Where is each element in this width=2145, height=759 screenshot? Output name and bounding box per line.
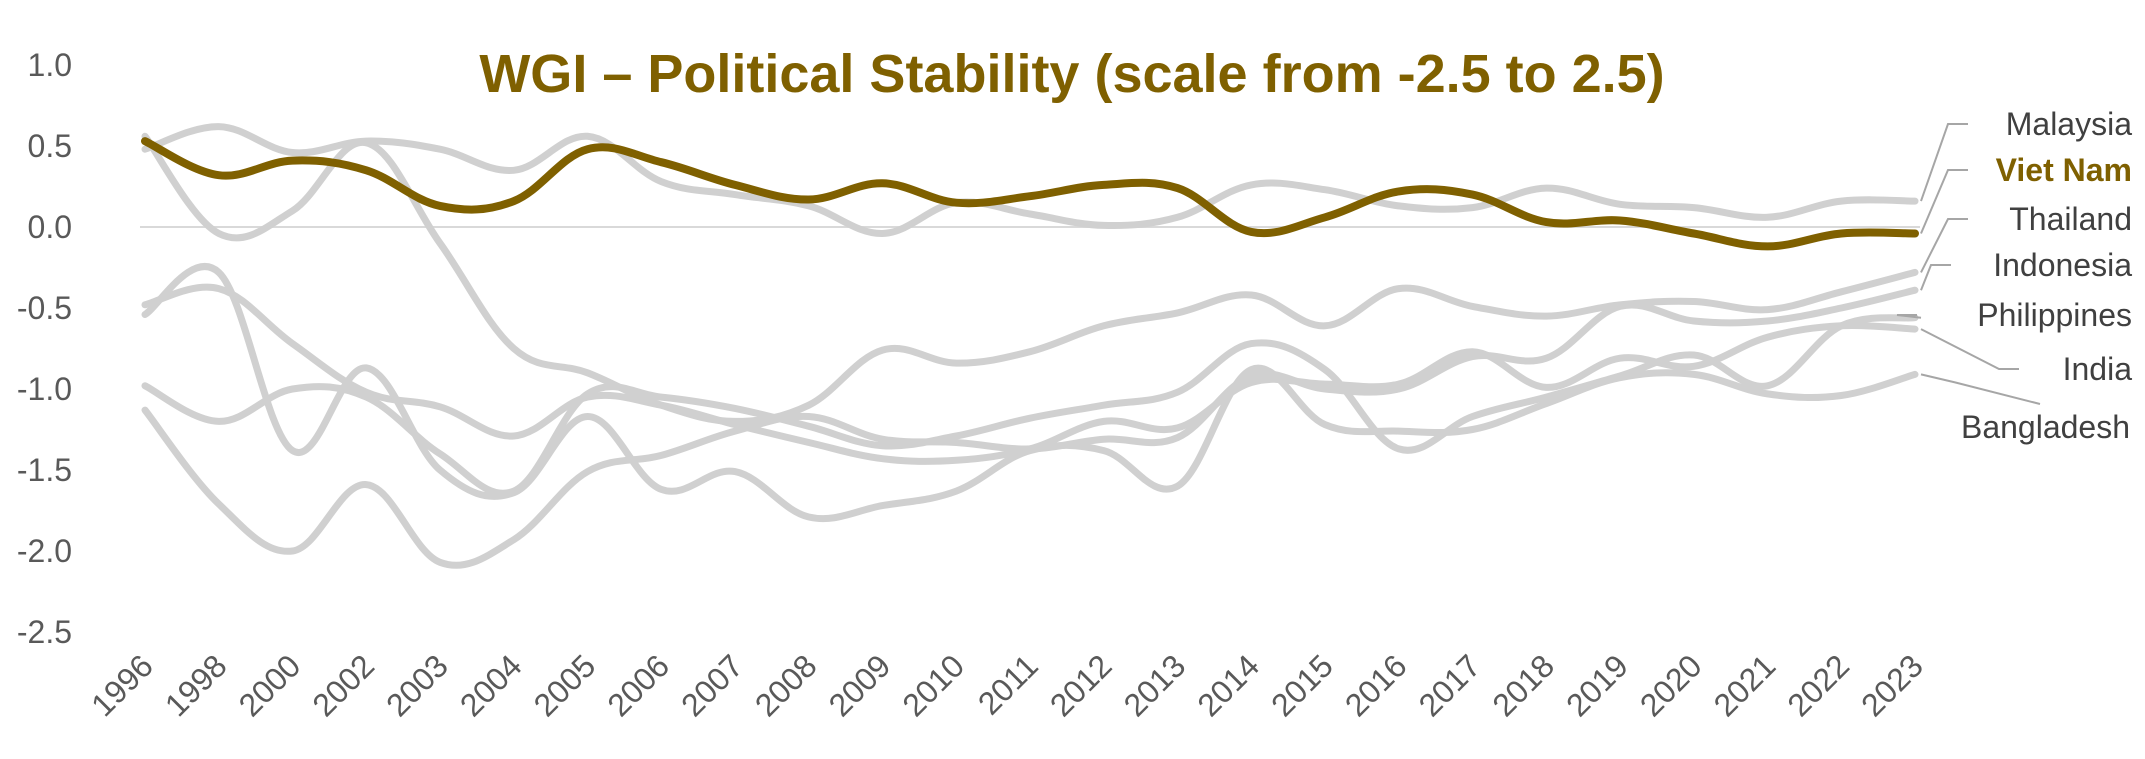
leader-line-malaysia [1920,123,1968,202]
leader-line-bangladesh [1920,373,2041,405]
x-tick-label: 1998 [158,647,234,723]
series-line-malaysia [141,123,1919,238]
x-tick-label: 2018 [1485,647,1561,723]
x-tick-label: 2014 [1190,647,1266,723]
series-label-thailand: Thailand [2009,201,2132,237]
y-tick-label: -0.5 [17,290,72,326]
x-tick-label: 2005 [527,647,603,723]
x-tick-label: 2008 [748,647,824,723]
y-tick-label: 0.5 [28,128,72,164]
series-label-viet-nam: Viet Nam [1996,152,2132,188]
leader-line-philippines [1896,314,1922,319]
x-tick-label: 2017 [1412,647,1488,723]
x-tick-label: 2000 [232,647,308,723]
y-axis: 1.0 0.5 0.0 -0.5 -1.0 -1.5 -2.0 -2.5 [17,47,72,650]
series-layer [141,123,1919,569]
x-tick-label: 2012 [1043,647,1119,723]
x-tick-label: 2016 [1338,647,1414,723]
leader-line-thailand [1920,218,1968,273]
x-axis: 1996199820002002200320042005200620072008… [84,647,1930,723]
series-label-bangladesh: Bangladesh [1961,409,2130,445]
x-tick-label: 2023 [1854,647,1930,723]
x-tick-label: 2020 [1633,647,1709,723]
x-tick-label: 2010 [895,647,971,723]
chart-title: WGI – Political Stability (scale from -2… [479,44,1664,104]
series-line-philippines [141,314,1919,497]
series-label-indonesia: Indonesia [1993,247,2132,283]
x-tick-label: 2021 [1707,647,1783,723]
y-tick-label: -2.0 [17,533,72,569]
x-tick-label: 2003 [379,647,455,723]
series-label-philippines: Philippines [1977,297,2132,333]
y-tick-label: -1.5 [17,452,72,488]
x-tick-label: 2007 [674,647,750,723]
x-tick-label: 2009 [822,647,898,723]
x-tick-label: 2022 [1780,647,1856,723]
leader-line-indonesia [1920,264,1951,291]
series-line-bangladesh [141,263,1919,523]
series-label-malaysia: Malaysia [2006,106,2132,142]
x-tick-label: 2019 [1559,647,1635,723]
series-labels: Malaysia Viet Nam Thailand Indonesia Philipp… [1896,106,2133,445]
x-tick-label: 2011 [971,647,1045,721]
series-label-india: India [2063,351,2133,387]
x-tick-label: 1996 [84,647,160,723]
series-line-thailand [141,132,1919,425]
x-tick-label: 2002 [305,647,381,723]
y-tick-label: 0.0 [28,209,72,245]
series-line-viet-nam [141,137,1919,251]
leader-line-india [1920,328,2019,370]
y-tick-label: -1.0 [17,371,72,407]
leader-line-viet-nam [1920,169,1968,234]
x-tick-label: 2006 [600,647,676,723]
x-tick-label: 2015 [1264,647,1340,723]
x-tick-label: 2004 [453,647,529,723]
y-tick-label: -2.5 [17,614,72,650]
x-tick-label: 2013 [1117,647,1193,723]
y-tick-label: 1.0 [28,47,72,83]
